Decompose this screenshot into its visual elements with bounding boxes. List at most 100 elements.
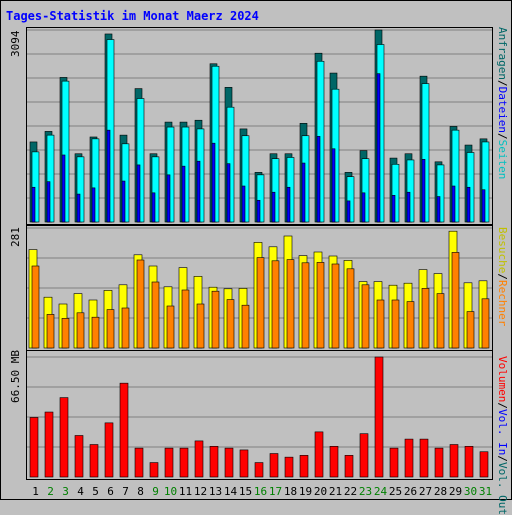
legend-separator: / [496,79,509,87]
volumen-bar [104,422,114,478]
volumen-bar [239,449,249,478]
volumen-bar [464,446,474,478]
dateien-bar [481,141,490,223]
rechner-bar [331,263,340,349]
legend-entry: Vol. In [496,408,509,456]
seiten-bar [226,163,231,223]
day-label: 6 [107,485,114,498]
volume-panel [26,350,493,480]
rechner-bar [316,262,325,349]
seiten-bar [316,136,321,223]
rechner-bar [391,299,400,349]
day-label: 5 [92,485,99,498]
volumen-bar [299,455,309,478]
seiten-bar [151,192,156,223]
dateien-bar [136,98,145,223]
day-label: 29 [448,485,463,498]
rechner-bar [151,281,160,349]
day-label: 2 [47,485,54,498]
volumen-bar [419,438,429,478]
volumen-bar [404,438,414,478]
dateien-bar [91,138,100,223]
day-label: 13 [208,485,223,498]
rechner-bar [286,259,295,349]
seiten-bar [436,196,441,223]
dateien-bar [151,156,160,223]
rechner-bar [196,303,205,349]
day-label: 23 [358,485,373,498]
volumen-bar [149,462,159,478]
seiten-bar [91,187,96,223]
day-label: 11 [178,485,193,498]
rechner-bar [61,318,70,349]
day-label: 31 [478,485,493,498]
legend-separator: / [496,455,509,462]
volumen-bar [209,446,219,478]
legend-entry: Vol. Out [496,461,509,515]
legend-separator: / [496,273,509,280]
day-label: 26 [403,485,418,498]
volumen-bar [284,456,294,478]
dateien-bar [76,156,85,223]
volumen-bar [254,462,264,478]
seiten-bar [451,185,456,223]
rechner-bar [166,305,175,349]
day-label: 15 [238,485,253,498]
seiten-bar [61,154,66,223]
rechner-bar [241,304,250,349]
seiten-bar [121,180,126,223]
legend-entry: Volumen [496,356,509,403]
hits-legend: Anfragen/Dateien/Seiten [496,27,509,179]
rechner-bar [361,284,370,349]
visits-axis-max-label: 281 [9,227,22,247]
day-label: 22 [343,485,358,498]
volumen-bar [329,446,339,478]
seiten-bar [106,129,111,223]
day-label: 16 [253,485,268,498]
volumen-bar [359,433,369,478]
seiten-bar [181,165,186,223]
rechner-bar [181,289,190,349]
volumen-bar [374,356,384,478]
seiten-bar [166,174,171,223]
rechner-bar [301,262,310,349]
day-label: 1 [32,485,39,498]
day-label: 18 [283,485,298,498]
volumen-bar [119,382,129,478]
dateien-bar [61,80,70,223]
volumen-bar [269,453,279,478]
rechner-bar [481,298,490,349]
day-label: 8 [137,485,144,498]
dateien-bar [46,134,55,223]
dateien-bar [361,158,370,223]
legend-entry: Anfragen [496,27,509,80]
volumen-bar [59,397,69,478]
seiten-bar [361,192,366,223]
seiten-bar [31,186,36,223]
seiten-bar [241,185,246,223]
rechner-bar [256,257,265,349]
rechner-bar [211,290,220,349]
volumen-bar [74,435,84,478]
dateien-bar [451,129,460,223]
volumen-bar [29,417,39,478]
volumen-bar [164,447,174,478]
seiten-bar [391,195,396,223]
day-label: 30 [463,485,478,498]
seiten-bar [271,191,276,223]
dateien-bar [436,164,445,223]
rechner-bar [451,252,460,349]
day-label: 27 [418,485,433,498]
rechner-bar [91,316,100,349]
rechner-bar [136,259,145,349]
day-label: 10 [163,485,178,498]
seiten-bar [376,73,381,223]
rechner-bar [76,312,85,349]
rechner-bar [106,309,115,349]
day-label: 7 [122,485,129,498]
hits-axis-max-label: 3094 [9,30,22,58]
day-label: 24 [373,485,388,498]
rechner-bar [421,288,430,349]
day-label: 9 [152,485,159,498]
volumen-bar [344,455,354,478]
